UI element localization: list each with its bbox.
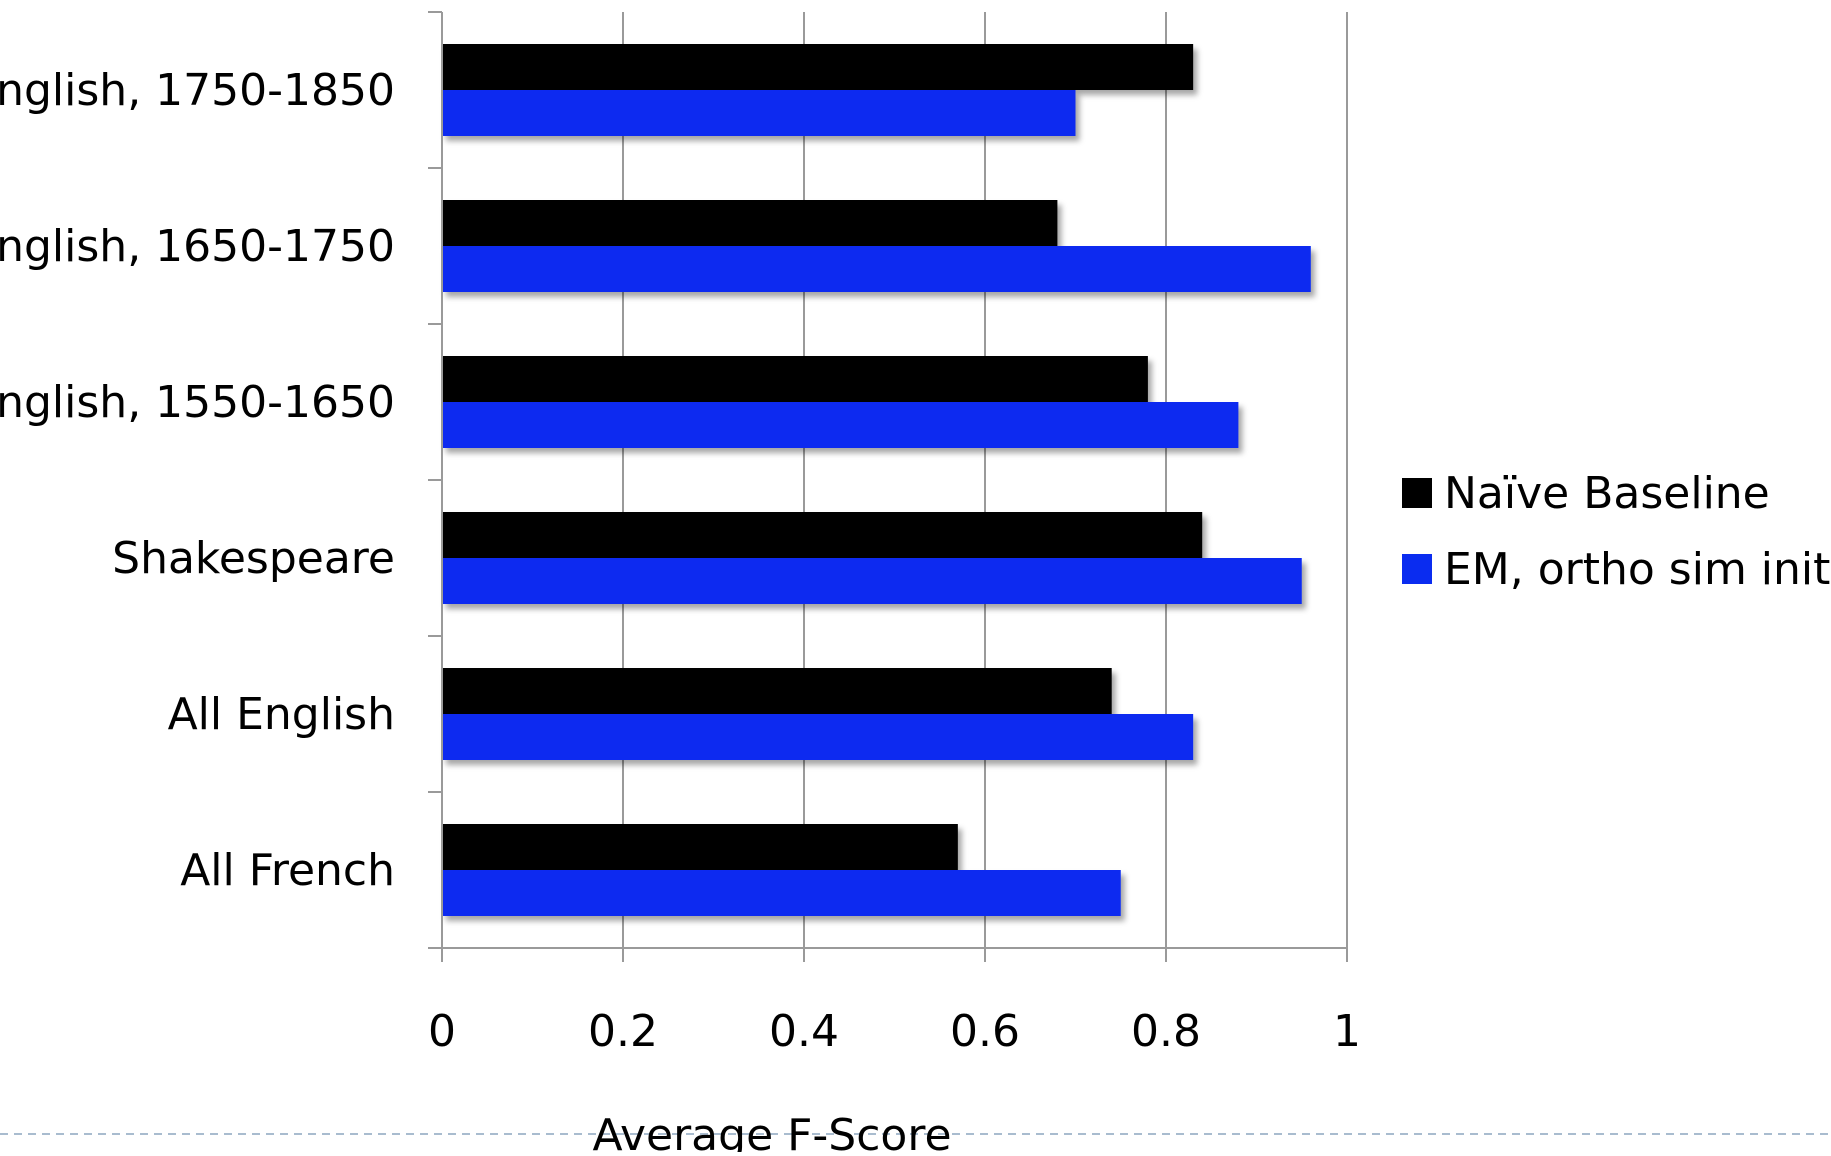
legend: Naïve Baseline EM, ortho sim init [1402, 468, 1830, 595]
gridlines [622, 12, 1348, 948]
bar-naive-baseline [442, 512, 1203, 558]
y-category-label: English, 1550-1650 [0, 377, 395, 428]
bars [442, 44, 1311, 916]
y-category-label: All English [168, 689, 395, 740]
bar-naive-baseline [442, 668, 1112, 714]
bar-naive-baseline [442, 200, 1058, 246]
axes [428, 11, 1348, 962]
x-tick-label: 0.4 [769, 1006, 839, 1057]
legend-label: EM, ortho sim init [1444, 544, 1830, 595]
legend-label: Naïve Baseline [1444, 468, 1770, 519]
bar-em-ortho-sim-init [442, 870, 1121, 916]
bar-em-ortho-sim-init [442, 402, 1239, 448]
legend-swatch [1402, 554, 1432, 584]
x-axis-title: Average F-Score [592, 1110, 951, 1152]
bar-naive-baseline [442, 824, 958, 870]
x-tick-label: 0.2 [588, 1006, 658, 1057]
y-category-label: English, 1750-1850 [0, 65, 395, 116]
x-tick-label: 1 [1333, 1006, 1361, 1057]
y-category-label: All French [180, 845, 395, 896]
bar-naive-baseline [442, 356, 1148, 402]
x-tick-label: 0.8 [1131, 1006, 1201, 1057]
bar-naive-baseline [442, 44, 1194, 90]
legend-swatch [1402, 478, 1432, 508]
x-tick-label: 0.6 [950, 1006, 1020, 1057]
x-tick-label: 0 [428, 1006, 456, 1057]
labels: 0 0.2 0.4 0.6 0.8 1 English, 1750-1850 English,… [0, 65, 1361, 1057]
bar-em-ortho-sim-init [442, 714, 1194, 760]
bar-em-ortho-sim-init [442, 558, 1302, 604]
y-category-label: English, 1650-1750 [0, 221, 395, 272]
bar-em-ortho-sim-init [442, 90, 1076, 136]
bar-em-ortho-sim-init [442, 246, 1311, 292]
y-category-label: Shakespeare [112, 533, 395, 584]
